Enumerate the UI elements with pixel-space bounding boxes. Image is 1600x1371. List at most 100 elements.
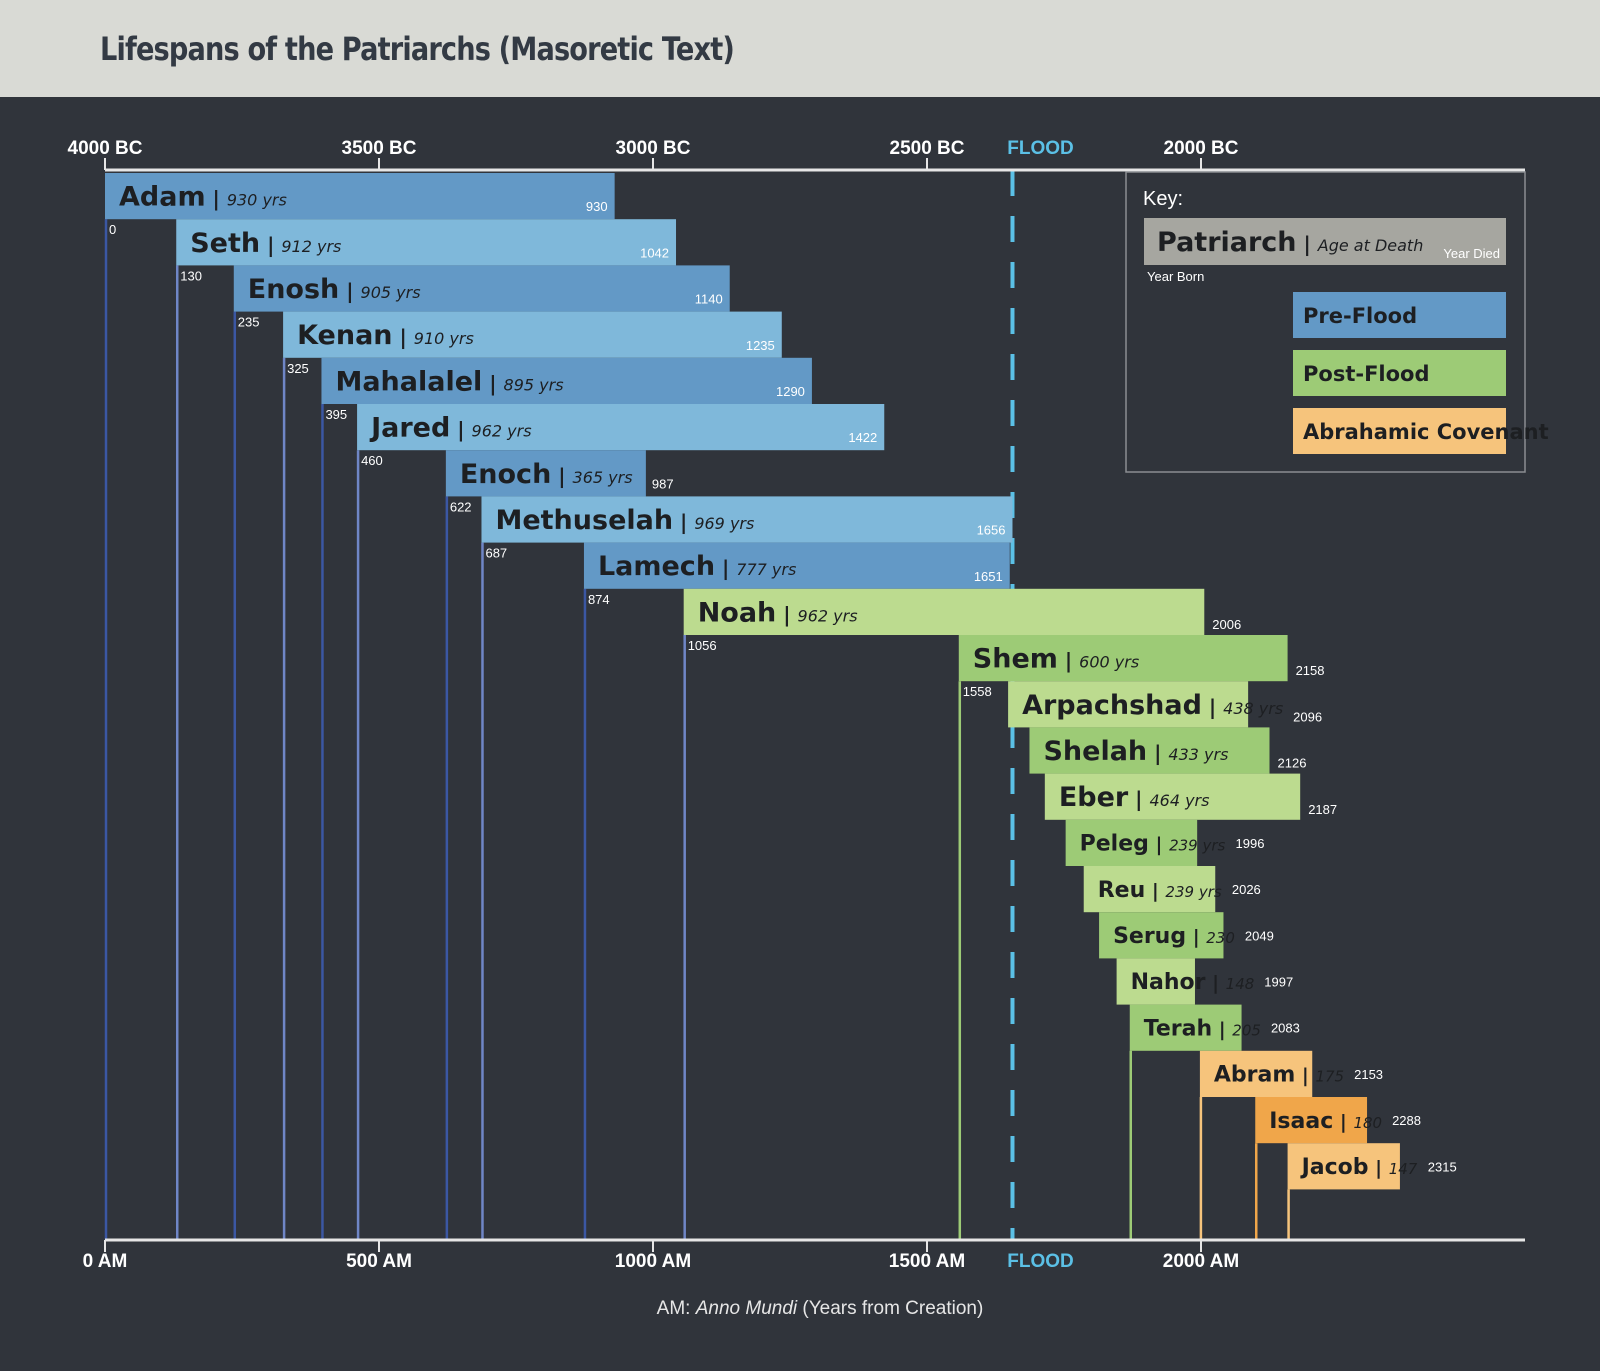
separator: | bbox=[1186, 926, 1206, 948]
legend-sample-name: Patriarch bbox=[1157, 227, 1297, 258]
year-died-label: 1290 bbox=[776, 384, 805, 399]
patriarch-label: Abram | 175 bbox=[1214, 1063, 1344, 1088]
age-at-death: 464 yrs bbox=[1149, 791, 1209, 810]
patriarch-name: Shem bbox=[973, 644, 1058, 675]
age-at-death: 239 yrs bbox=[1165, 883, 1221, 901]
year-born-label: 130 bbox=[180, 268, 202, 283]
year-born-label: 395 bbox=[325, 407, 347, 422]
patriarch-label: Enosh | 905 yrs bbox=[248, 274, 421, 305]
year-died-label: 1651 bbox=[974, 569, 1003, 584]
patriarch-name: Kenan bbox=[297, 320, 392, 351]
legend-box bbox=[1125, 171, 1526, 473]
separator: | bbox=[1058, 649, 1079, 673]
separator: | bbox=[715, 556, 736, 580]
age-at-death: 962 yrs bbox=[472, 422, 532, 441]
lifespan-bar bbox=[1065, 819, 1198, 866]
patriarch-name: Noah bbox=[698, 597, 777, 628]
separator: | bbox=[450, 418, 471, 442]
lifespan-bar bbox=[583, 542, 1010, 589]
year-died-label: 2096 bbox=[1293, 709, 1322, 724]
age-at-death: 365 yrs bbox=[573, 468, 633, 487]
age-at-death: 962 yrs bbox=[798, 606, 858, 625]
legend-sample-bar bbox=[1144, 218, 1506, 265]
age-at-death: 433 yrs bbox=[1168, 745, 1228, 764]
patriarch-label: Seth | 912 yrs bbox=[190, 228, 341, 259]
patriarch-label: Shem | 600 yrs bbox=[973, 644, 1139, 675]
separator: | bbox=[482, 371, 503, 395]
patriarch-label: Isaac | 180 bbox=[1269, 1109, 1382, 1134]
year-born-label: 622 bbox=[450, 499, 472, 514]
lifespan-bar bbox=[1255, 1097, 1368, 1144]
lifespan-bar bbox=[105, 173, 615, 220]
top-tick-label: 3000 BC bbox=[616, 138, 691, 159]
lifespan-bar bbox=[1008, 681, 1249, 728]
patriarch-name: Abram bbox=[1214, 1063, 1295, 1088]
separator: | bbox=[1145, 880, 1165, 902]
year-died-label: 1140 bbox=[695, 292, 723, 307]
year-born-label: 687 bbox=[485, 546, 507, 561]
lifespan-bar bbox=[357, 404, 885, 451]
year-died-label: 2026 bbox=[1232, 882, 1261, 897]
year-died-label: 2187 bbox=[1308, 802, 1337, 817]
patriarch-label: Peleg | 239 yrs bbox=[1080, 832, 1226, 857]
age-at-death: 895 yrs bbox=[504, 375, 564, 394]
x-axis-label: AM: Anno Mundi (Years from Creation) bbox=[657, 1298, 984, 1319]
patriarch-name: Enoch bbox=[460, 459, 551, 490]
patriarch-label: Reu | 239 yrs bbox=[1098, 878, 1222, 903]
lifespan-bar bbox=[445, 450, 646, 497]
year-died-label: 2288 bbox=[1392, 1113, 1421, 1128]
patriarch-name: Enosh bbox=[248, 274, 340, 305]
lifespan-bar bbox=[1287, 1143, 1400, 1190]
legend-swatch bbox=[1293, 408, 1506, 454]
year-died-label: 1422 bbox=[848, 430, 877, 445]
year-born-label: 874 bbox=[588, 592, 610, 607]
flood-top-label: FLOOD bbox=[1007, 138, 1074, 159]
lifespan-bar bbox=[481, 496, 1013, 543]
separator: | bbox=[1202, 695, 1223, 719]
patriarch-name: Lamech bbox=[598, 551, 715, 582]
x-label-prefix: AM: bbox=[657, 1298, 696, 1319]
legend-entry-label: Pre-Flood bbox=[1303, 304, 1417, 328]
separator: | bbox=[1295, 1065, 1315, 1087]
separator: | bbox=[1205, 972, 1225, 994]
age-at-death: 777 yrs bbox=[736, 560, 796, 579]
legend-entry-label: Post-Flood bbox=[1303, 362, 1430, 386]
lifespan-bar bbox=[1129, 1004, 1242, 1051]
bottom-tick-label: 2000 AM bbox=[1163, 1251, 1239, 1272]
patriarch-label: Serug | 230 bbox=[1113, 924, 1235, 949]
bottom-tick-label: 0 AM bbox=[83, 1251, 128, 1272]
patriarch-name: Peleg bbox=[1080, 832, 1149, 857]
year-born-label: 460 bbox=[361, 453, 383, 468]
separator: | bbox=[1333, 1111, 1353, 1133]
bottom-tick-label: 1000 AM bbox=[615, 1251, 691, 1272]
age-at-death: 148 bbox=[1226, 975, 1255, 993]
year-died-label: 2153 bbox=[1354, 1067, 1383, 1082]
legend-title: Key: bbox=[1143, 188, 1183, 210]
patriarch-name: Reu bbox=[1098, 878, 1146, 903]
patriarch-label: Kenan | 910 yrs bbox=[297, 320, 474, 351]
lifespan-bar bbox=[1044, 773, 1301, 820]
age-at-death: 205 bbox=[1232, 1021, 1261, 1039]
year-died-label: 1235 bbox=[746, 338, 775, 353]
year-died-label: 2158 bbox=[1296, 663, 1325, 678]
separator: | bbox=[1212, 1018, 1232, 1040]
lifespan-bar bbox=[1116, 958, 1195, 1005]
separator: | bbox=[206, 187, 227, 211]
lifespan-bar bbox=[958, 635, 1288, 682]
bottom-tick-label: 1500 AM bbox=[889, 1251, 965, 1272]
year-died-label: 987 bbox=[652, 476, 674, 491]
lifespan-bar bbox=[283, 311, 782, 358]
year-died-label: 1042 bbox=[640, 245, 669, 260]
year-died-label: 1996 bbox=[1236, 836, 1265, 851]
top-tick-label: 4000 BC bbox=[68, 138, 143, 159]
patriarch-name: Arpachshad bbox=[1022, 690, 1202, 721]
patriarch-label: Enoch | 365 yrs bbox=[460, 459, 633, 490]
separator: | bbox=[393, 325, 414, 349]
year-born-label: 1558 bbox=[963, 684, 992, 699]
legend-swatch bbox=[1293, 292, 1506, 338]
age-at-death: 147 bbox=[1389, 1160, 1418, 1178]
lifespan-bar bbox=[1083, 866, 1216, 913]
patriarch-label: Arpachshad | 438 yrs bbox=[1022, 690, 1283, 721]
patriarch-label: Nahor | 148 bbox=[1131, 970, 1255, 995]
